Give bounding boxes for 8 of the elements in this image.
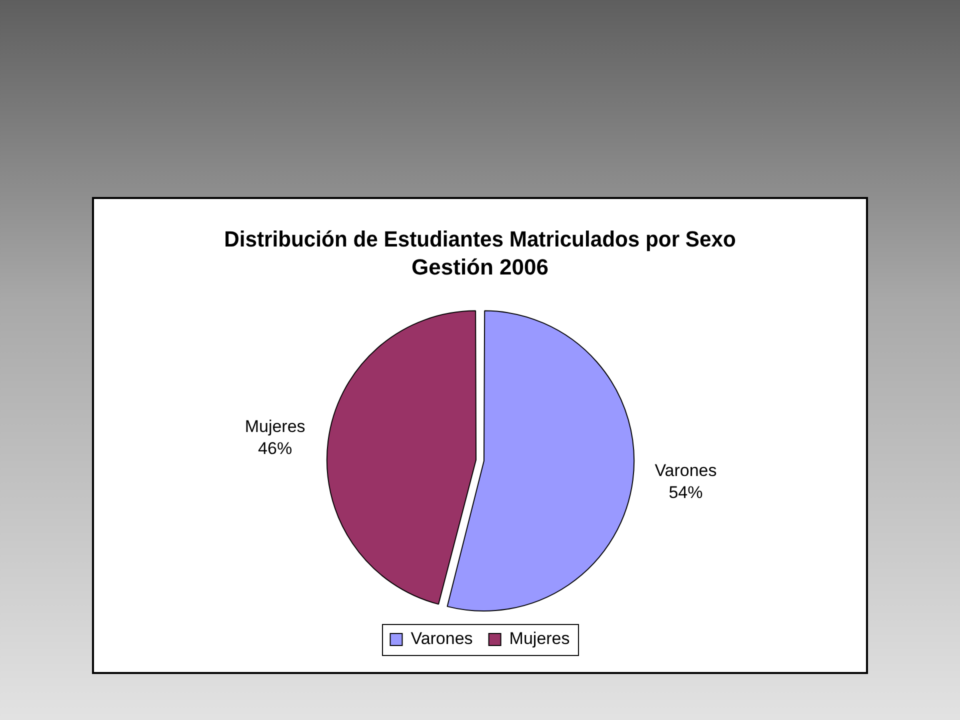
- chart-title: Distribución de Estudiantes Matriculados por Sexo: [224, 226, 736, 252]
- slice-label: Mujeres: [244, 417, 306, 436]
- slice-label: Varones: [654, 461, 717, 480]
- legend-label: Varones: [410, 629, 473, 648]
- chart-subtitle: Gestión 2006: [412, 254, 548, 280]
- data-label: 46%: [258, 439, 292, 458]
- data-label: 54%: [668, 483, 703, 502]
- legend-label: Mujeres: [509, 629, 570, 648]
